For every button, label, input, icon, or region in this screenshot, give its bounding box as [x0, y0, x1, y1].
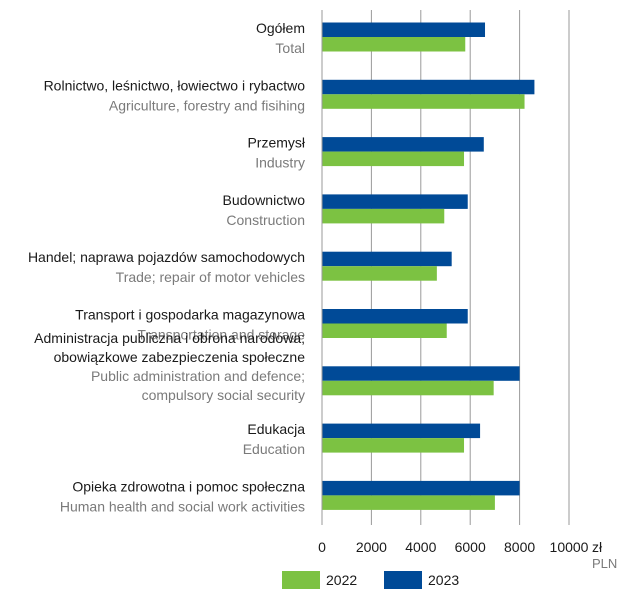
x-tick-label-6000: 6000	[455, 539, 486, 555]
x-tick-label-2000: 2000	[356, 539, 387, 555]
x-tick-label-0: 0	[318, 539, 326, 555]
category-label-en-1: Agriculture, forestry and fisihing	[109, 97, 305, 113]
bar-2023-3	[322, 194, 468, 209]
bar-2023-1	[322, 79, 535, 95]
x-unit-label-en: PLN	[592, 556, 617, 571]
bar-2023-4	[322, 251, 452, 267]
bar-2022-4	[322, 266, 437, 281]
category-label-pl-7: Edukacja	[247, 421, 305, 437]
category-label-en-7: Education	[243, 441, 305, 457]
bar-2023-6	[322, 366, 520, 381]
x-unit-label: zł	[592, 539, 603, 555]
bar-2023-5	[322, 309, 468, 324]
bar-2022-1	[322, 94, 525, 109]
bar-2022-6	[322, 380, 494, 396]
category-label-pl-4: Handel; naprawa pojazdów samochodowych	[28, 249, 305, 265]
legend-swatch-2023	[384, 571, 422, 589]
category-label-en-6-line-3: compulsory social security	[142, 387, 305, 403]
category-label-pl-5: Transport i gospodarka magazynowa	[75, 307, 305, 323]
category-label-pl-8: Opieka zdrowotna i pomoc społeczna	[72, 478, 305, 494]
bar-2022-5	[322, 323, 447, 338]
legend-swatch-2022	[282, 571, 320, 589]
category-label-pl-6-line-1: obowiązkowe zabezpieczenia społeczne	[54, 349, 306, 365]
x-tick-label-10000: 10000	[550, 539, 589, 555]
x-tick-label-8000: 8000	[504, 539, 535, 555]
bar-2023-8	[322, 480, 520, 496]
bar-2023-0	[322, 22, 486, 37]
category-label-en-0: Total	[275, 40, 305, 56]
bar-2022-3	[322, 208, 445, 224]
bar-2022-8	[322, 495, 495, 510]
legend-label-2023: 2023	[428, 572, 459, 588]
category-label-pl-6-line-0: Administracja publiczna i obrona narodow…	[34, 330, 305, 346]
category-label-pl-0: Ogółem	[256, 20, 305, 36]
category-label-en-8: Human health and social work activities	[60, 498, 305, 514]
category-label-en-4: Trade; repair of motor vehicles	[116, 269, 305, 285]
category-label-en-6-line-2: Public administration and defence;	[91, 368, 305, 384]
category-label-en-5: Transportation and storage	[137, 327, 305, 343]
bar-2022-7	[322, 438, 465, 453]
x-tick-label-4000: 4000	[405, 539, 436, 555]
bar-2023-7	[322, 423, 481, 439]
category-label-pl-2: Przemysł	[247, 135, 305, 151]
bar-2022-2	[322, 151, 465, 167]
category-label-en-3: Construction	[226, 212, 305, 228]
bar-2022-0	[322, 37, 466, 52]
category-label-pl-3: Budownictwo	[223, 192, 306, 208]
category-label-pl-1: Rolnictwo, leśnictwo, łowiectwo i rybact…	[44, 77, 306, 93]
bar-2023-2	[322, 137, 484, 152]
legend-label-2022: 2022	[326, 572, 357, 588]
category-label-en-2: Industry	[255, 155, 305, 171]
